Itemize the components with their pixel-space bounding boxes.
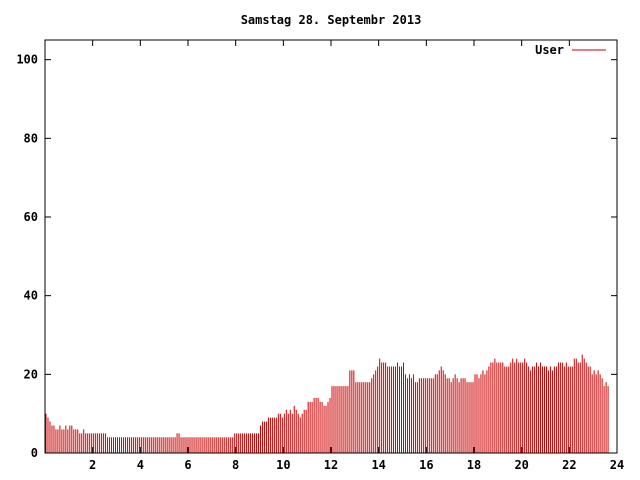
y-tick-label: 60 [24, 210, 38, 224]
x-tick-label: 12 [324, 458, 338, 472]
y-tick-label: 0 [31, 446, 38, 460]
x-tick-label: 10 [276, 458, 290, 472]
legend: User [535, 43, 606, 57]
x-tick-label: 6 [184, 458, 191, 472]
legend-label-user: User [535, 43, 564, 57]
x-tick-label: 8 [232, 458, 239, 472]
x-tick-label: 16 [419, 458, 433, 472]
x-tick-label: 2 [89, 458, 96, 472]
x-tick-label: 20 [514, 458, 528, 472]
x-tick-labels: 2 4 6 8 10 12 14 16 18 20 22 24 [89, 458, 624, 472]
chart-title: Samstag 28. Septembr 2013 [241, 13, 422, 27]
y-tick-labels: 0 20 40 60 80 100 [16, 53, 38, 460]
y-tick-label: 40 [24, 289, 38, 303]
y-tick-label: 20 [24, 367, 38, 381]
axis-ticks [45, 40, 618, 454]
x-tick-label: 24 [610, 458, 624, 472]
x-tick-label: 22 [562, 458, 576, 472]
plot-frame [44, 39, 618, 454]
y-tick-label: 80 [24, 131, 38, 145]
bar-series-user [45, 354, 609, 453]
x-tick-label: 18 [467, 458, 481, 472]
y-tick-label: 100 [16, 53, 38, 67]
x-tick-label: 4 [137, 458, 144, 472]
x-tick-label: 14 [371, 458, 385, 472]
